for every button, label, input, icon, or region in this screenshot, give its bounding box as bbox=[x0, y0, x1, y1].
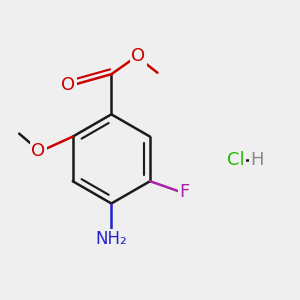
Text: H: H bbox=[250, 152, 264, 169]
Text: O: O bbox=[131, 47, 145, 65]
Text: NH₂: NH₂ bbox=[95, 230, 127, 248]
Text: F: F bbox=[179, 183, 189, 201]
Text: O: O bbox=[61, 76, 75, 94]
Text: O: O bbox=[32, 142, 46, 160]
Text: Cl: Cl bbox=[227, 152, 245, 169]
